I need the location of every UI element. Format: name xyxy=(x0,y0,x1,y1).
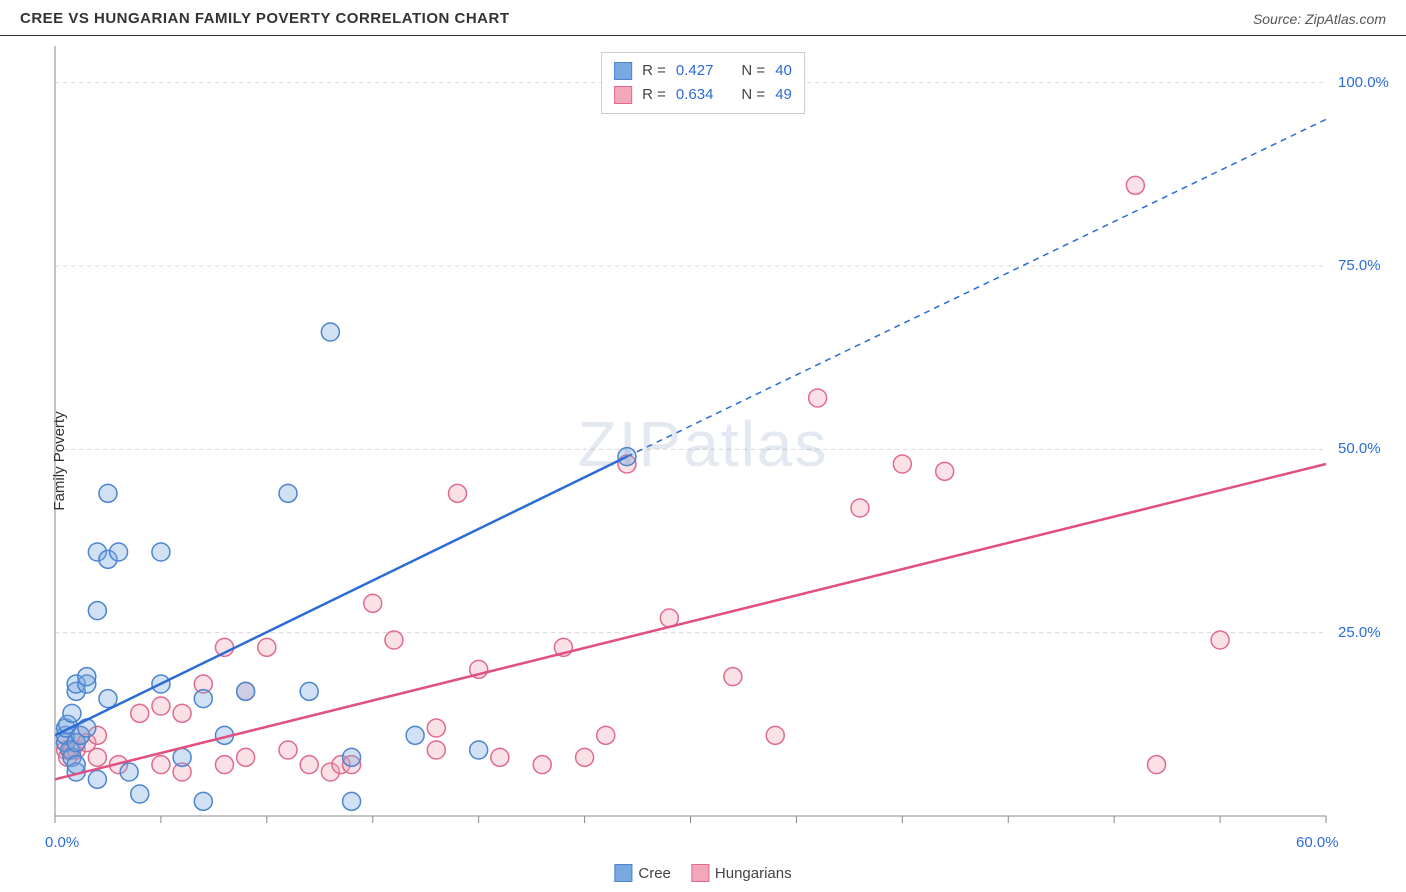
legend-item-cree: Cree xyxy=(614,864,671,882)
legend-label-hungarians: Hungarians xyxy=(715,865,792,882)
legend-label-cree: Cree xyxy=(638,865,671,882)
y-tick-label: 25.0% xyxy=(1338,624,1381,641)
y-axis-label: Family Poverty xyxy=(51,411,68,510)
r-label: R = xyxy=(642,59,666,83)
legend-swatch-cree xyxy=(614,864,632,882)
chart-title: CREE VS HUNGARIAN FAMILY POVERTY CORRELA… xyxy=(20,10,510,27)
series-legend: Cree Hungarians xyxy=(614,864,791,882)
r-value-hungarians: 0.634 xyxy=(676,83,714,107)
stats-row-cree: R = 0.427 N = 40 xyxy=(614,59,792,83)
scatter-plot-svg xyxy=(0,36,1406,856)
y-tick-label: 100.0% xyxy=(1338,74,1389,91)
y-tick-label: 75.0% xyxy=(1338,257,1381,274)
chart-area: Family Poverty ZIPatlas R = 0.427 N = 40… xyxy=(0,36,1406,886)
r-label: R = xyxy=(642,83,666,107)
legend-swatch-hungarians xyxy=(691,864,709,882)
r-value-cree: 0.427 xyxy=(676,59,714,83)
swatch-cree xyxy=(614,62,632,80)
chart-source: Source: ZipAtlas.com xyxy=(1253,11,1386,27)
stats-row-hungarians: R = 0.634 N = 49 xyxy=(614,83,792,107)
n-value-cree: 40 xyxy=(775,59,792,83)
legend-item-hungarians: Hungarians xyxy=(691,864,792,882)
n-value-hungarians: 49 xyxy=(775,83,792,107)
source-prefix: Source: xyxy=(1253,11,1305,27)
x-axis-min-label: 0.0% xyxy=(45,834,79,851)
chart-header: CREE VS HUNGARIAN FAMILY POVERTY CORRELA… xyxy=(0,0,1406,36)
n-label: N = xyxy=(741,83,765,107)
y-tick-label: 50.0% xyxy=(1338,440,1381,457)
swatch-hungarians xyxy=(614,86,632,104)
n-label: N = xyxy=(741,59,765,83)
source-name: ZipAtlas.com xyxy=(1305,11,1386,27)
stats-legend: R = 0.427 N = 40 R = 0.634 N = 49 xyxy=(601,52,805,114)
x-axis-max-label: 60.0% xyxy=(1296,834,1339,851)
